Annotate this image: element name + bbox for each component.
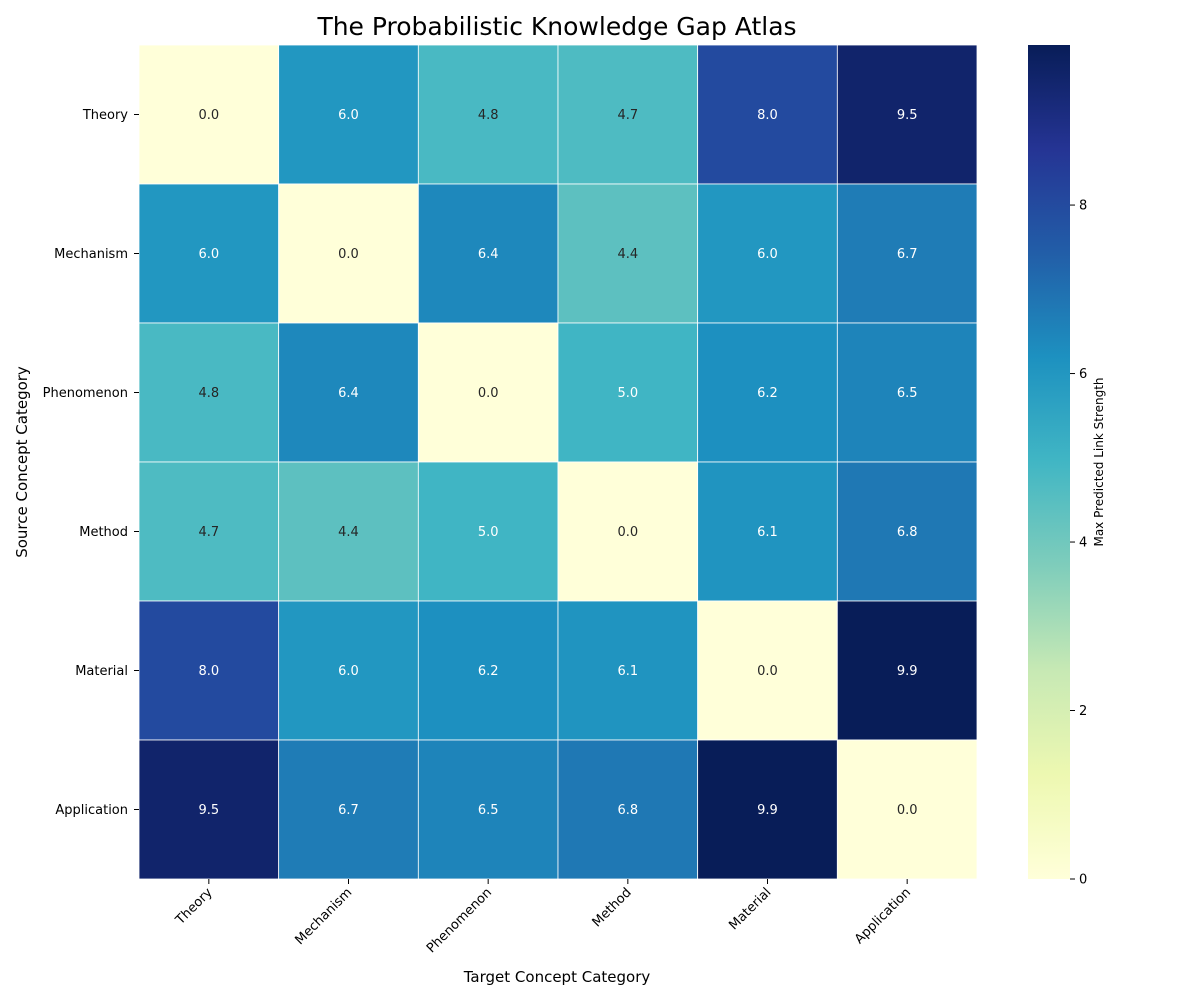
heatmap-cell-4-5: [836, 600, 978, 741]
cell-value-label-1-0: 6.0: [198, 247, 219, 262]
colorbar-tick-label-2: 2: [1079, 704, 1087, 719]
x-tick-label-application: Application: [852, 885, 914, 947]
cell-value-label-3-0: 4.7: [198, 525, 219, 540]
colorbar-label: Max Predicted Link Strength: [1092, 377, 1106, 546]
heatmap-cell-3-5: [836, 461, 978, 602]
cell-value-label-4-3: 6.1: [617, 664, 638, 679]
cell-value-label-0-5: 9.5: [897, 108, 918, 123]
heatmap-cell-2-4: [697, 322, 838, 463]
cell-value-label-2-4: 6.2: [757, 386, 778, 401]
cell-value-label-4-4: 0.0: [757, 664, 778, 679]
heatmap-cell-3-4: [697, 461, 838, 602]
heatmap-cell-2-1: [278, 322, 419, 463]
heatmap-cell-4-1: [278, 600, 419, 741]
heatmap-cells: [138, 44, 978, 880]
cell-value-label-5-5: 0.0: [897, 803, 918, 818]
cell-value-label-5-0: 9.5: [198, 803, 219, 818]
cell-value-label-0-4: 8.0: [757, 108, 778, 123]
heatmap-cell-4-4: [697, 600, 838, 741]
cell-value-label-1-5: 6.7: [897, 247, 918, 262]
chart-title: The Probabilistic Knowledge Gap Atlas: [316, 12, 796, 41]
y-tick-label-theory: Theory: [82, 108, 128, 123]
y-tick-label-method: Method: [79, 525, 128, 540]
x-axis-label: Target Concept Category: [463, 968, 651, 986]
cell-value-label-3-4: 6.1: [757, 525, 778, 540]
heatmap-cell-2-0: [138, 322, 280, 463]
y-tick-label-application: Application: [55, 803, 128, 818]
heatmap-cell-0-1: [278, 44, 419, 185]
cell-value-label-1-3: 4.4: [617, 247, 638, 262]
cell-value-label-5-1: 6.7: [338, 803, 359, 818]
cell-value-label-5-3: 6.8: [617, 803, 638, 818]
colorbar-tick-label-4: 4: [1079, 536, 1087, 551]
heatmap-cell-3-3: [557, 461, 699, 602]
cell-value-label-4-2: 6.2: [478, 664, 499, 679]
cell-value-label-2-5: 6.5: [897, 386, 918, 401]
cell-value-label-0-3: 4.7: [617, 108, 638, 123]
heatmap-cell-0-0: [138, 44, 280, 185]
cell-value-label-2-1: 6.4: [338, 386, 359, 401]
y-tick-label-mechanism: Mechanism: [54, 247, 128, 262]
cell-value-label-3-1: 4.4: [338, 525, 359, 540]
cell-value-label-2-2: 0.0: [478, 386, 499, 401]
x-tick-label-material: Material: [726, 885, 774, 933]
heatmap-cell-0-3: [557, 44, 699, 185]
heatmap-cell-5-5: [836, 739, 978, 880]
cell-value-label-4-0: 8.0: [198, 664, 219, 679]
heatmap-cell-0-4: [697, 44, 838, 185]
cell-value-label-1-4: 6.0: [757, 247, 778, 262]
cell-value-label-3-5: 6.8: [897, 525, 918, 540]
x-tick-label-mechanism: Mechanism: [292, 885, 355, 948]
x-axis-ticks: Theory Mechanism Phenomenon Method Material A…: [172, 879, 914, 956]
heatmap-cell-3-1: [278, 461, 419, 602]
cell-value-label-4-5: 9.9: [897, 664, 918, 679]
x-tick-label-method: Method: [590, 885, 635, 930]
cell-value-label-0-2: 4.8: [478, 108, 499, 123]
heatmap-cell-1-1: [278, 183, 419, 324]
heatmap-cell-0-5: [836, 44, 978, 185]
heatmap-cell-2-3: [557, 322, 699, 463]
colorbar: 0 2 4 6 8 Max Predicted Link Strength: [1028, 45, 1106, 888]
y-tick-label-material: Material: [75, 664, 128, 679]
colorbar-tick-label-0: 0: [1079, 873, 1087, 888]
cell-value-label-0-1: 6.0: [338, 108, 359, 123]
cell-value-label-0-0: 0.0: [198, 108, 219, 123]
heatmap-cell-3-0: [138, 461, 280, 602]
colorbar-gradient: [1028, 45, 1070, 879]
colorbar-tick-label-6: 6: [1079, 367, 1087, 382]
y-tick-label-phenomenon: Phenomenon: [43, 386, 128, 401]
heatmap-cell-5-4: [697, 739, 838, 880]
x-tick-label-phenomenon: Phenomenon: [424, 885, 495, 956]
heatmap-cell-5-0: [138, 739, 280, 880]
cell-value-label-5-4: 9.9: [757, 803, 778, 818]
heatmap-cell-4-3: [557, 600, 699, 741]
heatmap-cell-2-5: [836, 322, 978, 463]
heatmap-cell-2-2: [417, 322, 559, 463]
cell-value-label-2-0: 4.8: [198, 386, 219, 401]
cell-value-label-3-2: 5.0: [478, 525, 499, 540]
heatmap-cell-4-0: [138, 600, 280, 741]
cell-value-label-4-1: 6.0: [338, 664, 359, 679]
y-axis-ticks: Theory Mechanism Phenomenon Method Material A…: [43, 108, 139, 818]
heatmap-cell-3-2: [417, 461, 559, 602]
heatmap-cell-1-5: [836, 183, 978, 324]
heatmap-cell-labels: 0.0 6.0 4.8 4.7 8.0 9.5 6.0 0.0 6.4 4.4 6.0 6.7 4.8 6…: [198, 108, 917, 818]
cell-value-label-3-3: 0.0: [617, 525, 638, 540]
heatmap-cell-1-3: [557, 183, 699, 324]
heatmap-cell-1-0: [138, 183, 280, 324]
x-tick-label-theory: Theory: [172, 885, 215, 928]
heatmap-cell-0-2: [417, 44, 559, 185]
cell-value-label-5-2: 6.5: [478, 803, 499, 818]
cell-value-label-1-1: 0.0: [338, 247, 359, 262]
heatmap-cell-4-2: [417, 600, 559, 741]
y-axis-label: Source Concept Category: [13, 366, 31, 558]
colorbar-tick-label-8: 8: [1079, 199, 1087, 214]
colorbar-ticks: 0 2 4 6 8: [1070, 199, 1087, 888]
heatmap-cell-5-3: [557, 739, 699, 880]
cell-value-label-1-2: 6.4: [478, 247, 499, 262]
cell-value-label-2-3: 5.0: [617, 386, 638, 401]
